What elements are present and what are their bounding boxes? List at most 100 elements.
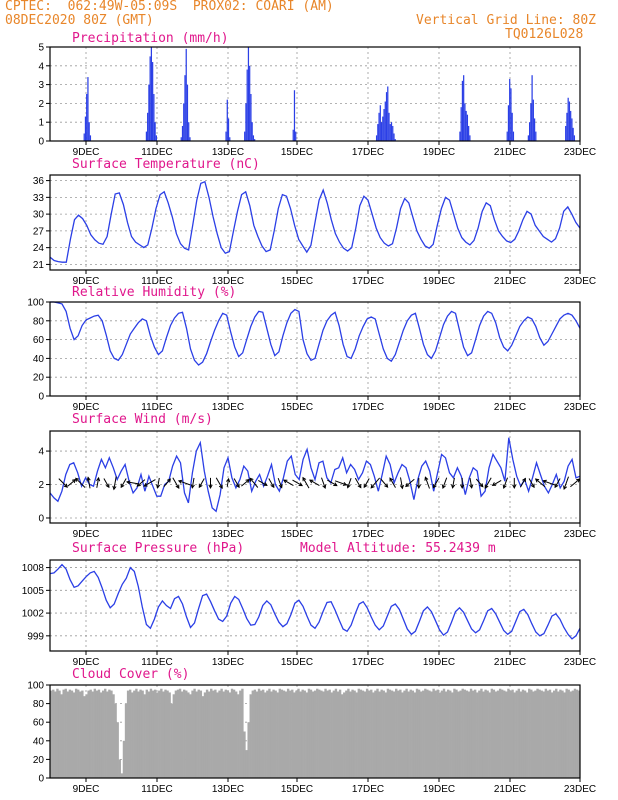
- wind-arrow: [354, 477, 362, 489]
- bar: [170, 703, 173, 778]
- bar: [388, 689, 392, 778]
- bar: [116, 722, 119, 778]
- wind-arrow: [309, 479, 320, 487]
- y-tick-label: 1005: [22, 586, 45, 597]
- wind-arrow: [460, 477, 465, 489]
- bar: [62, 689, 65, 778]
- x-tick-label: 15DEC: [281, 402, 313, 413]
- y-tick-label: 1008: [22, 563, 45, 574]
- bar: [186, 84, 189, 141]
- panel-title: Surface Wind (m/s): [72, 412, 213, 427]
- bar: [227, 118, 230, 141]
- bar: [246, 69, 248, 141]
- bar: [555, 688, 558, 778]
- panel-6: Cloud Cover (%) 0 20 40 60 80 100 9DEC 11DEC 13DE…: [27, 667, 596, 795]
- x-tick-label: 19DEC: [423, 784, 455, 795]
- bar: [89, 135, 92, 141]
- y-tick-label: 0: [38, 137, 44, 148]
- bar: [172, 694, 176, 778]
- bar: [295, 690, 298, 778]
- wind-arrow: [241, 478, 250, 487]
- bar: [519, 691, 523, 778]
- bar: [66, 691, 70, 778]
- bar: [234, 691, 238, 778]
- bar: [328, 689, 331, 778]
- bar: [469, 688, 473, 778]
- bar: [453, 688, 456, 778]
- bar: [305, 692, 309, 778]
- bar: [239, 690, 242, 778]
- bar: [383, 109, 385, 141]
- x-tick-label: 23DEC: [564, 402, 596, 413]
- bar: [145, 689, 148, 778]
- bar: [291, 689, 294, 778]
- bar: [309, 689, 313, 778]
- wind-arrow: [534, 478, 546, 488]
- bar: [244, 131, 246, 141]
- bar: [546, 690, 550, 778]
- bar: [465, 690, 469, 778]
- bar: [50, 690, 53, 778]
- bar: [293, 90, 296, 141]
- bar: [573, 688, 577, 778]
- bar: [185, 48, 187, 141]
- bar: [101, 690, 105, 778]
- wind-arrow: [334, 480, 348, 486]
- bar: [386, 688, 390, 778]
- bar: [143, 694, 146, 778]
- x-tick-label: 19DEC: [423, 402, 455, 413]
- wind-arrow: [519, 477, 526, 488]
- bar: [251, 122, 253, 141]
- bar: [222, 691, 225, 778]
- bar: [349, 691, 352, 778]
- bar: [527, 135, 529, 141]
- bar: [566, 112, 568, 141]
- bar: [253, 689, 257, 778]
- bar: [382, 116, 384, 141]
- wind-arrow: [258, 479, 268, 486]
- bar: [467, 691, 471, 778]
- y-tick-label: 33: [33, 193, 45, 204]
- wind-arrow: [249, 477, 259, 488]
- bar: [295, 131, 297, 141]
- bar: [345, 690, 348, 778]
- bar: [480, 688, 483, 778]
- y-tick-label: 36: [33, 176, 45, 187]
- bar: [573, 135, 576, 141]
- bar: [120, 773, 124, 778]
- bar: [384, 101, 386, 141]
- x-tick-label: 13DEC: [212, 657, 244, 668]
- bar: [542, 691, 545, 778]
- bar: [225, 131, 227, 141]
- x-tick-label: 11DEC: [141, 147, 173, 158]
- x-tick-label: 15DEC: [281, 147, 313, 158]
- x-tick-label: 17DEC: [352, 147, 384, 158]
- bar: [299, 691, 302, 778]
- bar: [330, 692, 333, 778]
- wind-arrow: [233, 478, 240, 489]
- bar: [218, 690, 221, 778]
- bar: [532, 99, 534, 141]
- bar: [180, 137, 182, 141]
- bar: [417, 689, 421, 778]
- bar: [343, 692, 346, 778]
- wind-arrow: [103, 478, 110, 489]
- bar: [571, 690, 575, 778]
- bar: [568, 101, 571, 141]
- bar: [199, 690, 203, 778]
- wind-arrow: [96, 476, 101, 488]
- bar: [534, 690, 537, 778]
- wind-arrow: [208, 477, 213, 489]
- wind-arrow: [283, 479, 294, 487]
- bar: [357, 688, 360, 778]
- bar: [88, 122, 90, 141]
- bar: [465, 110, 467, 141]
- series-line: [49, 563, 581, 640]
- panel-title: Relative Humidity (%): [72, 285, 236, 300]
- bar: [336, 691, 340, 778]
- bar: [515, 690, 518, 778]
- wind-arrow: [405, 478, 415, 488]
- wind-arrow: [67, 478, 77, 487]
- bar: [237, 694, 240, 778]
- bar: [97, 689, 101, 778]
